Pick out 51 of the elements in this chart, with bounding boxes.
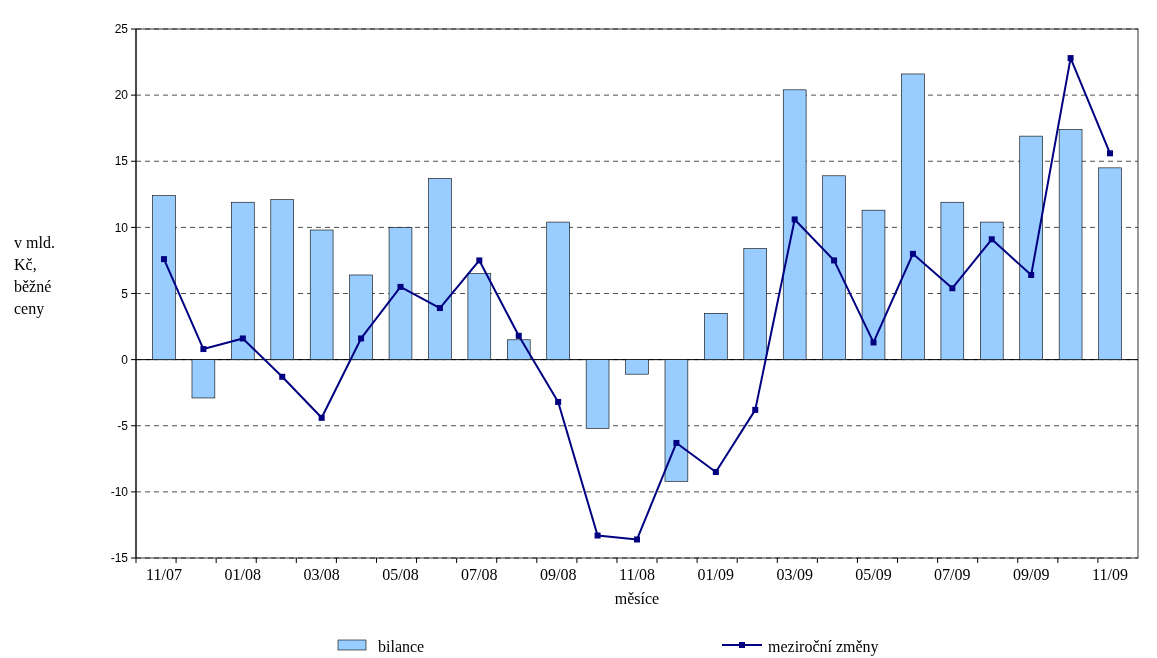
- point: [949, 285, 956, 292]
- x-tick-label: 07/09: [934, 566, 971, 583]
- legend-label: meziroční změny: [768, 638, 879, 656]
- point: [397, 283, 404, 290]
- x-tick-label: 01/09: [697, 566, 735, 583]
- point: [279, 373, 286, 380]
- point: [791, 216, 798, 223]
- point: [909, 250, 916, 257]
- x-tick-label: 11/09: [1092, 566, 1128, 583]
- x-tick-label: 11/07: [146, 566, 182, 583]
- point: [476, 257, 483, 264]
- point: [594, 532, 601, 539]
- point: [673, 439, 680, 446]
- point: [160, 256, 167, 263]
- point: [318, 414, 325, 421]
- y-tick-label: 20: [114, 88, 129, 103]
- y-axis-title: v mld. Kč, běžné ceny: [14, 234, 55, 318]
- x-tick-label: 07/08: [461, 566, 498, 583]
- y-tick-label: 15: [114, 154, 129, 169]
- point: [1107, 150, 1114, 157]
- y-tick-label: -5: [117, 418, 129, 433]
- y-tick-label: 0: [121, 352, 129, 367]
- x-tick-label: 11/08: [619, 566, 655, 583]
- x-axis-title: měsíce: [614, 590, 660, 607]
- point: [358, 335, 365, 342]
- point: [634, 536, 640, 543]
- point: [515, 332, 522, 339]
- point: [831, 257, 838, 264]
- point: [555, 398, 562, 405]
- point: [239, 335, 246, 342]
- y-tick-label: -15: [110, 551, 129, 566]
- legend-label: bilance: [378, 638, 425, 655]
- x-tick-label: 09/08: [539, 566, 577, 583]
- point: [988, 236, 995, 243]
- point: [752, 406, 759, 413]
- point: [436, 305, 443, 312]
- point: [712, 469, 719, 476]
- y-tick-label: 5: [121, 286, 129, 301]
- x-tick-label: 01/08: [224, 566, 262, 583]
- y-tick-label: 25: [114, 22, 129, 37]
- point: [200, 346, 207, 353]
- point: [1028, 271, 1035, 278]
- x-tick-label: 05/09: [855, 566, 892, 583]
- point: [870, 339, 877, 346]
- x-tick-label: 09/09: [1012, 566, 1050, 583]
- y-tick-label: 10: [114, 220, 129, 235]
- point: [1067, 55, 1074, 62]
- x-tick-label: 03/09: [776, 566, 813, 583]
- x-tick-label: 03/08: [303, 566, 340, 583]
- x-tick-label: 05/08: [382, 566, 419, 583]
- y-tick-label: -10: [110, 485, 129, 500]
